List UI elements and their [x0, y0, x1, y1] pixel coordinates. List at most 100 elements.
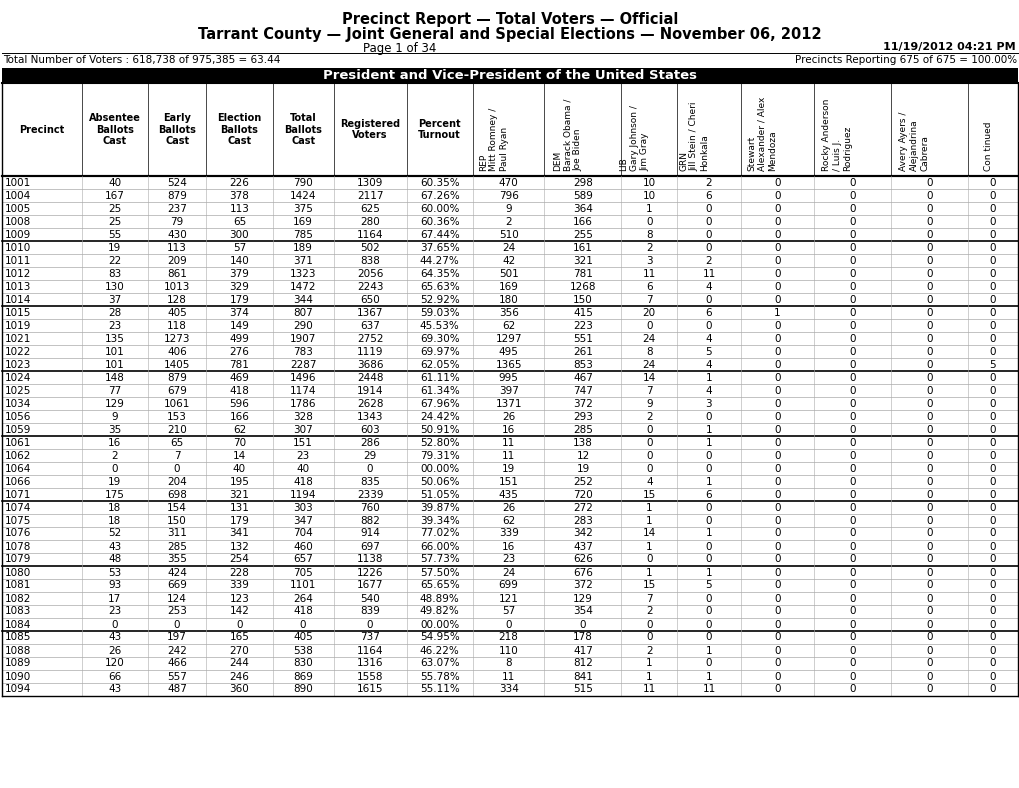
- Text: 861: 861: [167, 269, 186, 278]
- Text: 52: 52: [108, 529, 121, 538]
- Text: 23: 23: [501, 555, 515, 564]
- Text: 0: 0: [925, 359, 931, 370]
- Text: 0: 0: [988, 295, 996, 304]
- Text: 272: 272: [573, 503, 592, 512]
- Text: 0: 0: [705, 541, 711, 552]
- Text: 1079: 1079: [5, 555, 32, 564]
- Bar: [2, 436, 1017, 449]
- Text: 0: 0: [705, 555, 711, 564]
- Text: 11: 11: [642, 685, 655, 694]
- Text: 1323: 1323: [289, 269, 316, 278]
- Text: 0: 0: [773, 645, 780, 656]
- Bar: [2, 488, 1017, 501]
- Text: 7: 7: [645, 385, 652, 396]
- Text: 1343: 1343: [357, 411, 383, 422]
- Text: 650: 650: [360, 295, 379, 304]
- Text: 55: 55: [108, 229, 121, 240]
- Text: 0: 0: [111, 619, 118, 630]
- Text: 0: 0: [773, 359, 780, 370]
- Bar: [2, 280, 1017, 293]
- Text: 18: 18: [108, 503, 121, 512]
- Text: 197: 197: [167, 633, 186, 642]
- Text: Percent
Turnout: Percent Turnout: [418, 119, 461, 140]
- Text: 0: 0: [773, 503, 780, 512]
- Text: 405: 405: [292, 633, 313, 642]
- Text: 43: 43: [108, 685, 121, 694]
- Text: 0: 0: [773, 217, 780, 226]
- Text: 40: 40: [232, 463, 246, 474]
- Text: 307: 307: [292, 425, 313, 434]
- Text: 0: 0: [925, 437, 931, 448]
- Text: 2339: 2339: [357, 489, 383, 500]
- Text: 487: 487: [167, 685, 186, 694]
- Text: 0: 0: [925, 203, 931, 214]
- Bar: [2, 267, 1017, 280]
- Text: 1059: 1059: [5, 425, 32, 434]
- Text: 0: 0: [848, 489, 855, 500]
- Text: 12: 12: [576, 451, 589, 460]
- Text: 0: 0: [848, 333, 855, 344]
- Text: 0: 0: [773, 177, 780, 188]
- Text: 1365: 1365: [495, 359, 522, 370]
- Text: 0: 0: [988, 685, 996, 694]
- Bar: [2, 384, 1017, 397]
- Text: 6: 6: [705, 489, 711, 500]
- Text: 209: 209: [167, 255, 186, 266]
- Text: 226: 226: [229, 177, 249, 188]
- Text: 0: 0: [773, 411, 780, 422]
- Text: Precinct: Precinct: [19, 125, 64, 135]
- Text: 1119: 1119: [357, 347, 383, 356]
- Text: 39.34%: 39.34%: [420, 515, 460, 526]
- Text: 0: 0: [773, 463, 780, 474]
- Text: 540: 540: [360, 593, 379, 604]
- Text: 372: 372: [573, 581, 592, 590]
- Text: 0: 0: [988, 645, 996, 656]
- Text: 210: 210: [167, 425, 186, 434]
- Text: 853: 853: [573, 359, 592, 370]
- Text: 237: 237: [167, 203, 186, 214]
- Text: 0: 0: [705, 243, 711, 252]
- Text: 705: 705: [292, 567, 313, 578]
- Text: Registered
Voters: Registered Voters: [339, 119, 399, 140]
- Text: 0: 0: [988, 333, 996, 344]
- Bar: [2, 644, 1017, 657]
- Text: 538: 538: [292, 645, 313, 656]
- Text: 255: 255: [573, 229, 592, 240]
- Text: 110: 110: [498, 645, 518, 656]
- Bar: [2, 397, 1017, 410]
- Bar: [2, 553, 1017, 566]
- Text: 83: 83: [108, 269, 121, 278]
- Text: 0: 0: [988, 177, 996, 188]
- Text: 0: 0: [848, 581, 855, 590]
- Text: 254: 254: [229, 555, 249, 564]
- Text: 437: 437: [573, 541, 592, 552]
- Text: 252: 252: [573, 477, 592, 486]
- Text: 0: 0: [773, 191, 780, 200]
- Text: 1024: 1024: [5, 373, 32, 382]
- Text: 298: 298: [573, 177, 592, 188]
- Text: Precincts Reporting 675 of 675 = 100.00%: Precincts Reporting 675 of 675 = 100.00%: [794, 55, 1016, 65]
- Text: 379: 379: [229, 269, 249, 278]
- Bar: [2, 527, 1017, 540]
- Text: 0: 0: [988, 477, 996, 486]
- Text: 1015: 1015: [5, 307, 32, 318]
- Text: 0: 0: [773, 555, 780, 564]
- Text: 0: 0: [988, 451, 996, 460]
- Text: 790: 790: [292, 177, 313, 188]
- Text: 0: 0: [988, 659, 996, 668]
- Text: 3686: 3686: [357, 359, 383, 370]
- Text: 1023: 1023: [5, 359, 32, 370]
- Text: 60.36%: 60.36%: [420, 217, 460, 226]
- Text: 67.44%: 67.44%: [420, 229, 460, 240]
- Text: 65: 65: [170, 437, 183, 448]
- Text: 699: 699: [498, 581, 518, 590]
- Text: 189: 189: [292, 243, 313, 252]
- Text: 1034: 1034: [5, 399, 32, 408]
- Text: 1080: 1080: [5, 567, 32, 578]
- Text: 23: 23: [108, 321, 121, 330]
- Text: 11: 11: [642, 269, 655, 278]
- Text: 2: 2: [504, 217, 512, 226]
- Text: 418: 418: [229, 385, 249, 396]
- Text: 24: 24: [642, 359, 655, 370]
- Text: 1: 1: [705, 425, 711, 434]
